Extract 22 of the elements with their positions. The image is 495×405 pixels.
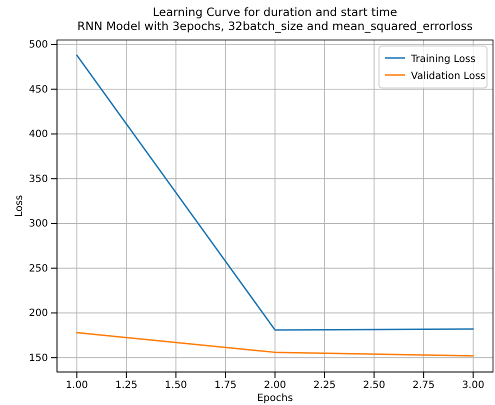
x-tick-label: 1.25 [115,380,138,392]
y-tick-label: 450 [28,84,48,96]
x-axis-title: Epochs [257,393,293,404]
x-tick-label: 3.00 [462,380,484,392]
x-tick-label: 1.50 [164,380,188,392]
y-tick-label: 200 [28,308,48,320]
x-tick-label: 1.00 [66,380,88,392]
x-tick-label: 2.25 [313,380,336,392]
y-tick-label: 400 [28,129,48,140]
y-tick-label: 300 [28,218,48,230]
x-tick-label: 2.00 [264,380,286,392]
y-tick-label: 250 [28,263,48,274]
x-tick-label: 2.50 [362,380,386,392]
x-tick-label: 2.75 [412,380,435,392]
legend-label: Training Loss [410,54,476,65]
legend-label: Validation Loss [411,71,486,82]
x-tick-label: 1.75 [214,380,237,392]
y-tick-label: 150 [28,352,48,364]
y-tick-label: 350 [28,174,48,185]
y-axis-title: Loss [14,195,25,217]
chart-title: Learning Curve for duration and start time RNN Model with 3epochs, 32batch_size and mean_squared_errorloss [77,5,473,33]
y-tick-label: 500 [28,40,48,51]
